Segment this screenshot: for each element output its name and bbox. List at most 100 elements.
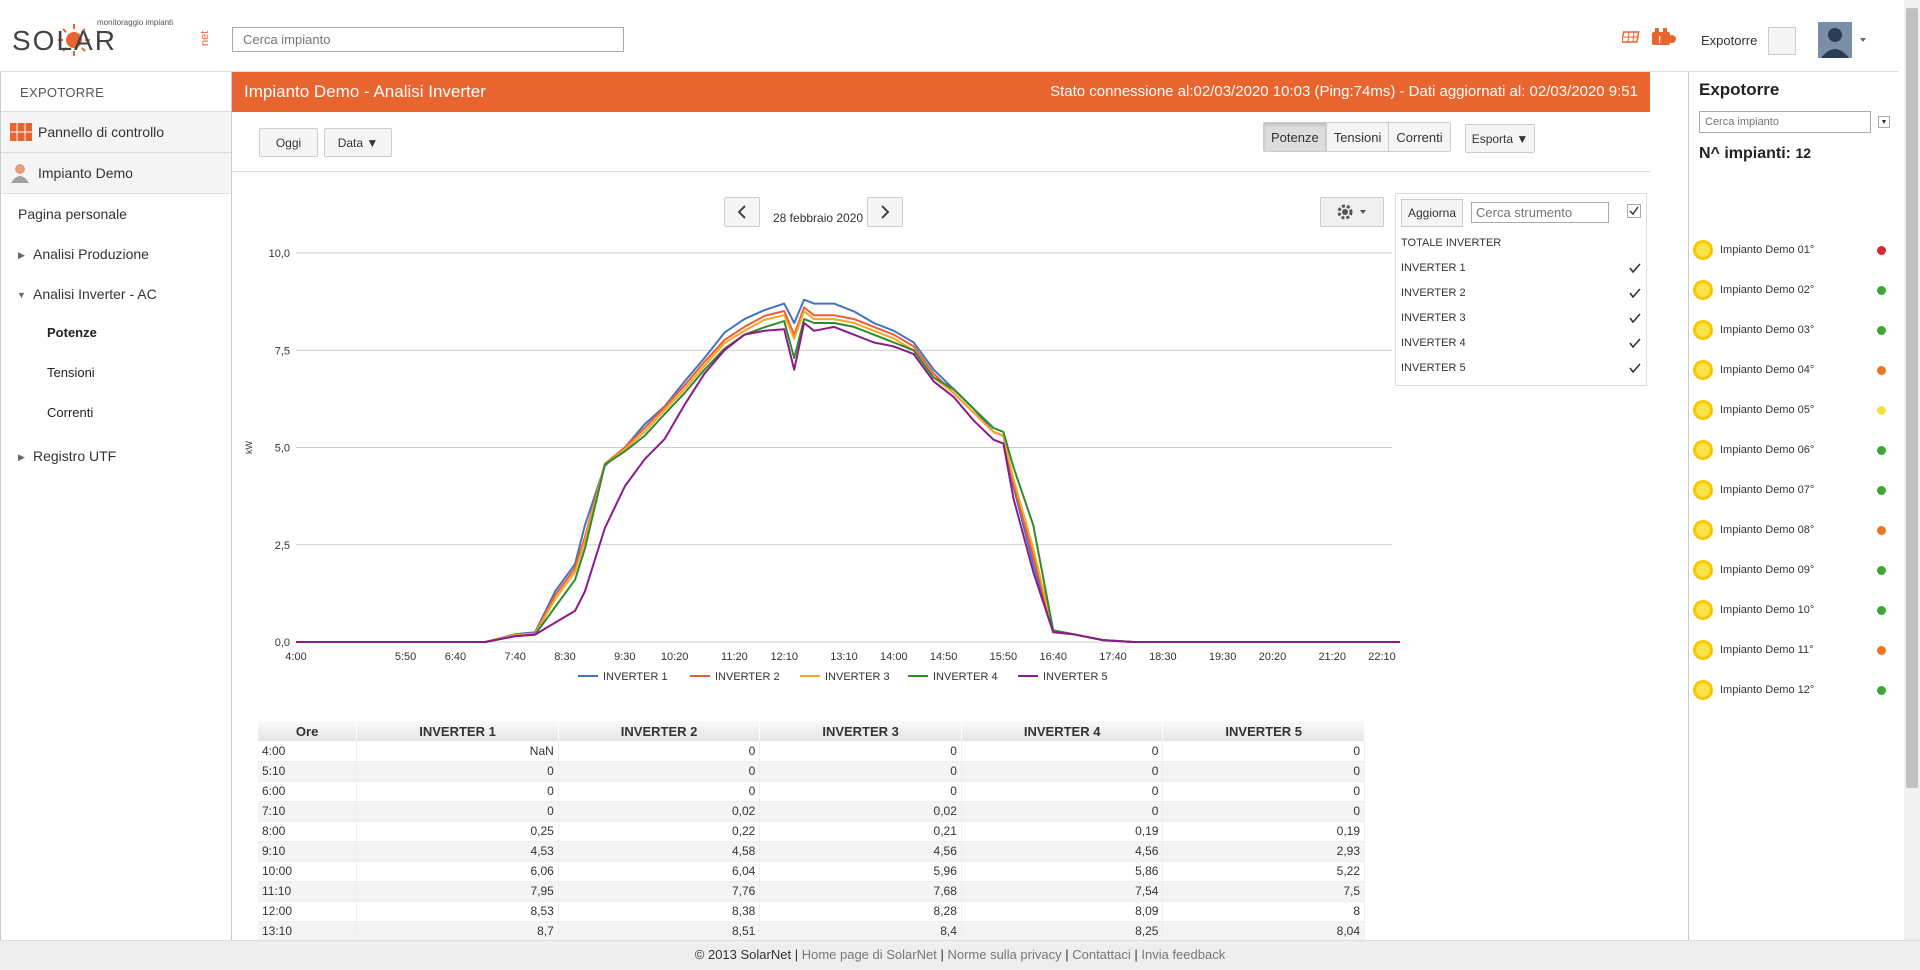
table-cell: 6:00 [258,781,358,802]
plant-search-input[interactable] [1699,111,1871,133]
instrument-row[interactable]: INVERTER 5 [1401,355,1645,380]
footer: © 2013 SolarNet | Home page di SolarNet … [0,940,1920,970]
x-tick-label: 14:00 [880,651,908,663]
table-cell: 7,68 [759,881,962,902]
username[interactable]: Expotorre [1701,33,1758,48]
avatar[interactable] [1818,22,1870,58]
grid-panel-icon [10,122,34,142]
table-cell: 0 [961,761,1164,782]
tab-tensioni[interactable]: Tensioni [1326,123,1390,151]
solar-panel-alert-icon[interactable] [1622,30,1642,46]
connection-status: Stato connessione al:02/03/2020 10:03 (P… [1050,83,1638,100]
sun-icon [1693,440,1713,460]
instrument-row[interactable]: INVERTER 4 [1401,330,1645,355]
footer-link-contact[interactable]: Contattaci [1072,947,1131,962]
date-dropdown[interactable]: Data ▼ [324,128,392,157]
plant-list-item[interactable]: Impianto Demo 09° [1692,555,1892,585]
sidebar-item-control-panel[interactable]: Pannello di controllo [1,112,231,153]
sun-icon [1693,360,1713,380]
plant-list-item[interactable]: Impianto Demo 01° [1692,235,1892,265]
search-input[interactable] [232,27,624,52]
table-header[interactable]: Ore [258,721,358,741]
footer-link-feedback[interactable]: Invia feedback [1141,947,1226,962]
solarnet-logo[interactable]: SOLAR monitoraggio impianti net [12,16,217,60]
select-all-checkbox[interactable] [1627,204,1641,218]
table-row: 6:00 0 0 0 0 0 [258,781,1365,802]
table-cell: 4:00 [258,741,358,762]
instrument-row[interactable]: INVERTER 3 [1401,305,1645,330]
table-cell: 0 [759,761,962,782]
tab-correnti[interactable]: Correnti [1389,123,1450,151]
notifications-button[interactable] [1768,27,1796,55]
sidebar-subitem-potenze[interactable]: Potenze [47,325,97,340]
plant-list-item[interactable]: Impianto Demo 12° [1692,675,1892,705]
plant-name: Impianto Demo 07° [1720,484,1815,496]
plant-list-item[interactable]: Impianto Demo 04° [1692,355,1892,385]
instrument-search-input[interactable] [1471,202,1609,223]
prev-date-button[interactable] [724,197,760,227]
table-header[interactable]: INVERTER 3 [759,721,962,741]
footer-link-privacy[interactable]: Norme sulla privacy [947,947,1062,962]
table-header[interactable]: INVERTER 2 [558,721,761,741]
check-icon [1629,262,1641,273]
sidebar-item-analisi-produzione[interactable]: Analisi Produzione [33,246,149,262]
table-header[interactable]: INVERTER 1 [356,721,559,741]
user-icon [10,163,34,183]
sun-icon [1693,520,1713,540]
plant-list-item[interactable]: Impianto Demo 08° [1692,515,1892,545]
table-cell: 0 [558,761,761,782]
today-button[interactable]: Oggi [259,128,318,157]
table-cell: 4,56 [961,841,1164,862]
plant-list-item[interactable]: Impianto Demo 10° [1692,595,1892,625]
plant-list-item[interactable]: Impianto Demo 05° [1692,395,1892,425]
inverter-alert-icon[interactable]: ! [1649,26,1677,48]
instrument-row[interactable]: INVERTER 2 [1401,280,1645,305]
plant-filter-dropdown[interactable]: ▼ [1878,116,1890,128]
plant-list-item[interactable]: Impianto Demo 11° [1692,635,1892,665]
plant-list-item[interactable]: Impianto Demo 06° [1692,435,1892,465]
x-tick-label: 13:10 [830,651,858,663]
table-cell: 4,58 [558,841,761,862]
instrument-row[interactable]: INVERTER 1 [1401,255,1645,280]
legend-label: INVERTER 3 [825,671,890,683]
table-row: 4:00 NaN 0 0 0 0 [258,741,1365,762]
scrollbar-thumb[interactable] [1906,8,1918,788]
table-row: 7:10 0 0,02 0,02 0 0 [258,801,1365,822]
plant-name: Impianto Demo 04° [1720,364,1815,376]
next-date-button[interactable] [867,197,903,227]
sidebar-item-analisi-inverter[interactable]: Analisi Inverter - AC [33,286,157,302]
instrument-label: TOTALE INVERTER [1401,236,1502,249]
tab-potenze[interactable]: Potenze [1264,123,1327,151]
sidebar-item-personal-page[interactable]: Pagina personale [18,206,127,222]
instrument-label: INVERTER 5 [1401,361,1466,374]
sun-icon [1693,320,1713,340]
table-cell: 0 [1162,741,1365,762]
sun-icon [1693,480,1713,500]
settings-dropdown[interactable] [1320,197,1384,227]
export-dropdown[interactable]: Esporta ▼ [1465,124,1535,153]
table-header[interactable]: INVERTER 4 [961,721,1164,741]
plant-list-item[interactable]: Impianto Demo 07° [1692,475,1892,505]
sidebar-item-registro-utf[interactable]: Registro UTF [33,448,117,464]
sidebar-item-impianto-demo[interactable]: Impianto Demo [1,153,231,194]
footer-link-home[interactable]: Home page di SolarNet [801,947,937,962]
scrollbar[interactable] [1904,0,1920,940]
table-cell: 0 [759,781,962,802]
plant-list-item[interactable]: Impianto Demo 02° [1692,275,1892,305]
instrument-row[interactable]: TOTALE INVERTER [1401,230,1645,255]
plant-list-item[interactable]: Impianto Demo 03° [1692,315,1892,345]
refresh-button[interactable]: Aggiorna [1401,199,1463,227]
status-ok-icon [1877,325,1886,335]
table-cell: 7,76 [558,881,761,902]
y-axis-label: kW [244,441,254,455]
view-tabs: Potenze Tensioni Correnti [1263,122,1451,152]
sidebar-subitem-correnti[interactable]: Correnti [47,405,94,420]
x-tick-label: 12:10 [770,651,798,663]
table-cell: 8,28 [759,901,962,922]
sidebar-subitem-tensioni[interactable]: Tensioni [47,365,95,380]
table-header[interactable]: INVERTER 5 [1162,721,1365,741]
check-icon [1629,337,1641,348]
data-table: Ore INVERTER 1 INVERTER 2 INVERTER 3 INVERTE… [258,721,1365,942]
table-cell: 0 [558,781,761,802]
plant-name: Impianto Demo 02° [1720,284,1815,296]
